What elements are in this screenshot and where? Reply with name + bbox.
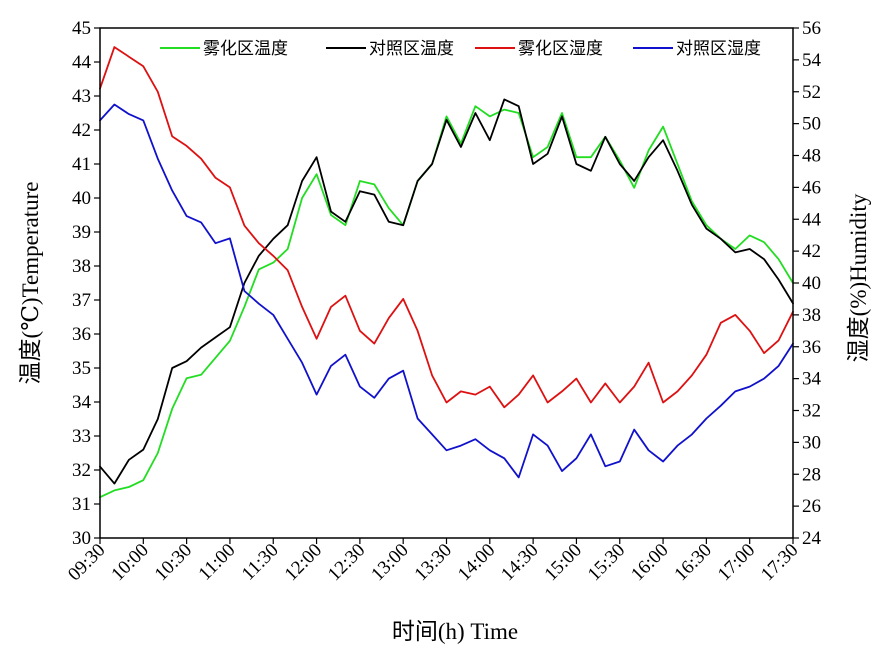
y-left-tick-label: 31: [72, 494, 91, 515]
x-tick-label: 13:00: [367, 540, 412, 585]
left-axis: 30 31 32 33 34 35 36 37 38 39 40 41 42 43 44 45: [72, 18, 100, 549]
y-right-tick-label: 38: [802, 305, 821, 326]
y-right-tick-label: 32: [802, 401, 821, 422]
y-axis-left-title: 温度(℃)Temperature: [18, 182, 43, 385]
x-tick-label: 10:30: [151, 540, 196, 585]
x-tick-label: 15:30: [584, 540, 629, 585]
y-left-tick-label: 37: [72, 290, 91, 311]
legend-label: 对照区温度: [369, 39, 454, 59]
x-axis: 09:3010:0010:3011:0011:3012:0012:3013:00…: [64, 538, 803, 585]
x-axis-title: 时间(h) Time: [392, 619, 518, 644]
y-right-tick-label: 26: [802, 496, 821, 517]
x-tick-label: 09:30: [64, 540, 109, 585]
series-line-1: [99, 105, 794, 499]
x-tick-label: 10:00: [107, 540, 152, 585]
y-left-tick-label: 40: [72, 188, 91, 209]
y-right-tick-label: 28: [802, 464, 821, 485]
y-left-tick-label: 44: [72, 52, 92, 73]
legend-label: 雾化区温度: [203, 39, 288, 59]
y-right-tick-label: 34: [802, 369, 822, 390]
plot-lines: [99, 46, 794, 499]
y-axis-right-title: 湿度(%)Humidity: [846, 193, 871, 362]
y-left-tick-label: 43: [72, 86, 91, 107]
y-right-tick-label: 52: [802, 82, 821, 103]
x-tick-label: 11:00: [195, 540, 240, 585]
x-tick-label: 17:00: [714, 540, 759, 585]
plot-frame: [99, 27, 794, 539]
y-left-tick-label: 30: [72, 528, 91, 549]
y-right-tick-label: 24: [802, 528, 822, 549]
y-left-tick-label: 39: [72, 222, 91, 243]
y-right-tick-label: 46: [802, 177, 821, 198]
y-left-tick-label: 34: [72, 392, 92, 413]
x-tick-label: 12:00: [281, 540, 326, 585]
x-tick-label: 15:00: [541, 540, 586, 585]
x-tick-label: 17:30: [757, 540, 802, 585]
x-tick-label: 12:30: [324, 540, 369, 585]
x-tick-label: 16:30: [670, 540, 715, 585]
y-left-tick-label: 33: [72, 426, 91, 447]
y-right-tick-label: 30: [802, 432, 821, 453]
y-right-tick-label: 36: [802, 337, 821, 358]
y-left-tick-label: 41: [72, 154, 91, 175]
right-axis: 24 26 28 30 32 34 36 38 40 42 44 46 48 50 52 54 56: [793, 18, 822, 549]
y-right-tick-label: 42: [802, 241, 821, 262]
series-line-2: [99, 98, 794, 485]
y-left-tick-label: 38: [72, 256, 91, 277]
y-right-tick-label: 50: [802, 114, 821, 135]
y-left-tick-label: 32: [72, 460, 91, 481]
y-right-tick-label: 44: [802, 209, 822, 230]
y-left-tick-label: 45: [72, 18, 91, 39]
y-right-tick-label: 54: [802, 50, 822, 71]
y-left-tick-label: 35: [72, 358, 91, 379]
series-line-4: [99, 103, 794, 479]
series-line-3: [99, 46, 794, 409]
y-left-tick-label: 36: [72, 324, 91, 345]
legend-label: 雾化区湿度: [518, 39, 603, 59]
legend-label: 对照区湿度: [676, 39, 761, 59]
y-right-tick-label: 48: [802, 146, 821, 167]
y-right-tick-label: 56: [802, 18, 821, 39]
x-tick-label: 14:00: [454, 540, 499, 585]
y-right-tick-label: 40: [802, 273, 821, 294]
x-tick-label: 11:30: [238, 540, 283, 585]
x-tick-label: 16:00: [627, 540, 672, 585]
x-tick-label: 13:30: [411, 540, 456, 585]
y-left-tick-label: 42: [72, 120, 91, 141]
legend: 雾化区温度 对照区温度 雾化区湿度 对照区湿度: [160, 39, 761, 59]
x-tick-label: 14:30: [497, 540, 542, 585]
